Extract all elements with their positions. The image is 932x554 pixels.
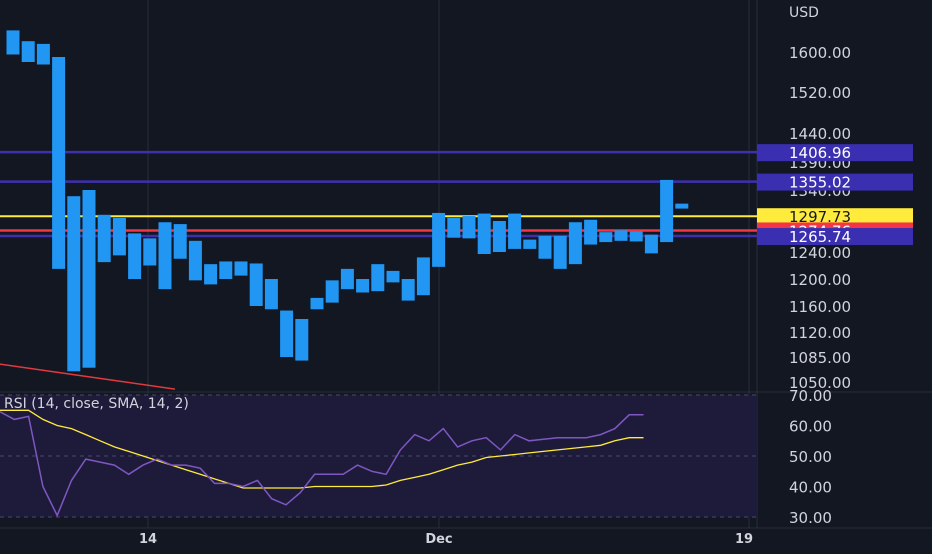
candle[interactable]: [614, 230, 628, 241]
price-tick-label: 1440.00: [789, 125, 851, 143]
candle[interactable]: [264, 279, 278, 310]
candle[interactable]: [280, 310, 294, 357]
candle[interactable]: [112, 217, 126, 256]
price-tag-label: 1297.73: [789, 208, 851, 226]
candle[interactable]: [432, 212, 446, 267]
candle[interactable]: [219, 261, 233, 279]
candle[interactable]: [660, 179, 674, 243]
price-tick-label: 1200.00: [789, 271, 851, 289]
rsi-tick-label: 40.00: [789, 479, 832, 497]
candle[interactable]: [538, 235, 552, 259]
candle[interactable]: [310, 297, 324, 310]
candle[interactable]: [599, 232, 613, 243]
horizontal-levels[interactable]: [0, 150, 757, 238]
candle[interactable]: [644, 234, 658, 254]
candle[interactable]: [492, 221, 506, 252]
currency-label: USD: [789, 5, 819, 21]
time-tick-dec: Dec: [425, 532, 452, 547]
trendline[interactable]: [0, 363, 176, 390]
time-tick-19: 19: [735, 532, 753, 547]
candle[interactable]: [477, 213, 491, 255]
candle[interactable]: [6, 30, 20, 55]
candle[interactable]: [67, 196, 81, 372]
price-tick-label: 1085.00: [789, 349, 851, 367]
candle[interactable]: [188, 240, 202, 281]
candle[interactable]: [675, 203, 689, 209]
candle[interactable]: [584, 219, 598, 245]
price-tick-label: 1520.00: [789, 84, 851, 102]
price-tick-label: 1050.00: [789, 374, 851, 392]
candle[interactable]: [340, 268, 354, 290]
candle[interactable]: [325, 280, 339, 303]
price-tag-purple: [757, 144, 913, 162]
rsi-axis[interactable]: 70.00 60.00 50.00 40.00 30.00: [789, 387, 832, 527]
candle[interactable]: [173, 224, 187, 259]
price-tick-label: 1160.00: [789, 298, 851, 316]
rsi-line: [0, 411, 644, 518]
candle[interactable]: [204, 264, 218, 285]
candle[interactable]: [295, 319, 309, 361]
price-tag-purple: [757, 228, 913, 246]
candle[interactable]: [128, 233, 142, 279]
price-axis[interactable]: 1600.001520.001440.001390.001340.001240.…: [789, 44, 851, 392]
candle[interactable]: [249, 263, 263, 306]
rsi-tick-label: 50.00: [789, 448, 832, 466]
candle[interactable]: [447, 217, 461, 238]
candle[interactable]: [568, 222, 582, 265]
candle[interactable]: [401, 279, 415, 301]
candle[interactable]: [82, 190, 96, 368]
candle[interactable]: [21, 41, 35, 62]
candle[interactable]: [143, 238, 157, 266]
price-tag-yellow: [757, 208, 913, 226]
candle[interactable]: [416, 257, 430, 296]
rsi-sma-line: [0, 409, 644, 489]
candle[interactable]: [508, 213, 522, 249]
candle[interactable]: [553, 235, 567, 269]
price-tag-label: 1355.02: [789, 174, 851, 192]
price-tick-label: 1600.00: [789, 44, 851, 62]
candle[interactable]: [629, 231, 643, 242]
rsi-tick-label: 30.00: [789, 509, 832, 527]
candle[interactable]: [356, 279, 370, 293]
candle[interactable]: [523, 239, 537, 249]
rsi-indicator-label[interactable]: RSI (14, close, SMA, 14, 2): [4, 396, 189, 412]
rsi-tick-label: 60.00: [789, 418, 832, 436]
time-tick-14: 14: [139, 532, 157, 547]
candle-series[interactable]: [6, 30, 689, 372]
candle[interactable]: [371, 264, 385, 292]
candle[interactable]: [36, 43, 50, 65]
price-tick-label: 1240.00: [789, 244, 851, 262]
price-tag-purple: [757, 173, 913, 191]
candle[interactable]: [158, 222, 172, 290]
price-tick-label: 1120.00: [789, 324, 851, 342]
candle[interactable]: [386, 270, 400, 283]
candle[interactable]: [234, 261, 248, 276]
rsi-tick-label: 70.00: [789, 387, 832, 405]
candle[interactable]: [97, 214, 111, 263]
candle[interactable]: [462, 216, 476, 239]
candle[interactable]: [52, 57, 66, 269]
price-tag-label: 1265.74: [789, 228, 851, 246]
price-tag-label: 1406.96: [789, 144, 851, 162]
